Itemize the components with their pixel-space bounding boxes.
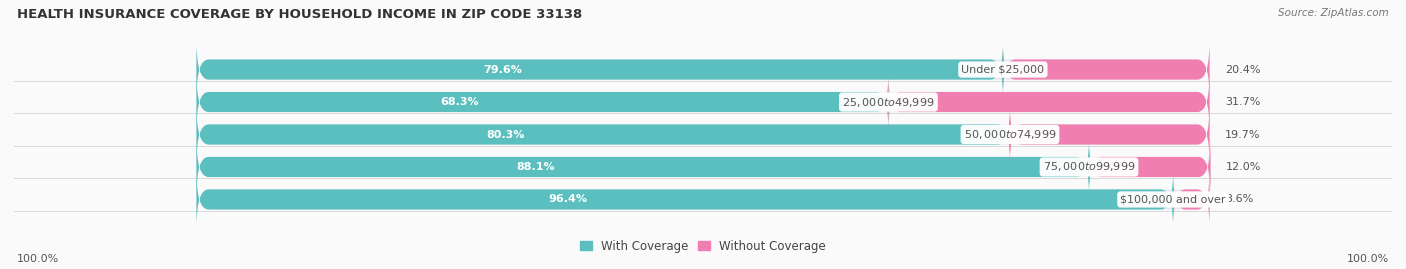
FancyBboxPatch shape: [1010, 106, 1209, 163]
FancyBboxPatch shape: [197, 106, 1010, 163]
FancyBboxPatch shape: [197, 138, 1209, 196]
FancyBboxPatch shape: [1173, 171, 1209, 228]
Text: 100.0%: 100.0%: [17, 254, 59, 264]
FancyBboxPatch shape: [197, 171, 1209, 228]
Text: Under $25,000: Under $25,000: [962, 65, 1045, 75]
FancyBboxPatch shape: [1090, 138, 1211, 196]
FancyBboxPatch shape: [197, 41, 1209, 98]
Text: $75,000 to $99,999: $75,000 to $99,999: [1043, 161, 1135, 174]
FancyBboxPatch shape: [197, 106, 1209, 163]
FancyBboxPatch shape: [1002, 41, 1209, 98]
Text: $100,000 and over: $100,000 and over: [1121, 194, 1226, 204]
Text: 31.7%: 31.7%: [1225, 97, 1260, 107]
FancyBboxPatch shape: [197, 73, 889, 131]
Text: 80.3%: 80.3%: [486, 129, 524, 140]
Text: HEALTH INSURANCE COVERAGE BY HOUSEHOLD INCOME IN ZIP CODE 33138: HEALTH INSURANCE COVERAGE BY HOUSEHOLD I…: [17, 8, 582, 21]
Text: 88.1%: 88.1%: [516, 162, 555, 172]
Text: 79.6%: 79.6%: [484, 65, 522, 75]
Text: 19.7%: 19.7%: [1225, 129, 1260, 140]
Text: 20.4%: 20.4%: [1225, 65, 1260, 75]
Text: 3.6%: 3.6%: [1225, 194, 1253, 204]
FancyBboxPatch shape: [197, 41, 1002, 98]
Text: Source: ZipAtlas.com: Source: ZipAtlas.com: [1278, 8, 1389, 18]
Text: 96.4%: 96.4%: [548, 194, 588, 204]
FancyBboxPatch shape: [197, 73, 1209, 131]
FancyBboxPatch shape: [197, 171, 1173, 228]
Text: 68.3%: 68.3%: [440, 97, 478, 107]
Text: 100.0%: 100.0%: [1347, 254, 1389, 264]
Text: 12.0%: 12.0%: [1226, 162, 1261, 172]
FancyBboxPatch shape: [889, 73, 1209, 131]
Legend: With Coverage, Without Coverage: With Coverage, Without Coverage: [579, 240, 827, 253]
Text: $25,000 to $49,999: $25,000 to $49,999: [842, 95, 935, 108]
Text: $50,000 to $74,999: $50,000 to $74,999: [963, 128, 1056, 141]
FancyBboxPatch shape: [197, 138, 1090, 196]
